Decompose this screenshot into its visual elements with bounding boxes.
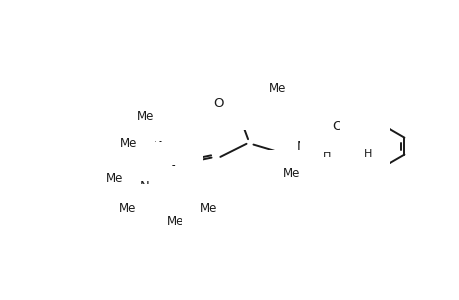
Text: H: H bbox=[363, 149, 372, 159]
Text: H: H bbox=[323, 149, 331, 159]
Text: Me: Me bbox=[268, 82, 285, 95]
Text: Me: Me bbox=[167, 215, 184, 228]
Text: Me: Me bbox=[120, 137, 137, 150]
Text: Me: Me bbox=[137, 110, 154, 123]
Text: O: O bbox=[213, 97, 223, 110]
Text: P: P bbox=[170, 154, 181, 169]
Text: Me: Me bbox=[106, 172, 123, 185]
Text: N: N bbox=[296, 140, 305, 153]
Text: O: O bbox=[331, 120, 342, 133]
Text: O: O bbox=[252, 97, 263, 110]
Text: N: N bbox=[152, 132, 162, 145]
Text: N: N bbox=[319, 140, 329, 153]
Text: Me: Me bbox=[282, 167, 299, 180]
Text: N: N bbox=[180, 191, 190, 204]
Text: Me: Me bbox=[118, 202, 135, 215]
Text: N: N bbox=[359, 140, 369, 153]
Text: Me: Me bbox=[200, 202, 217, 215]
Text: N: N bbox=[140, 180, 150, 193]
